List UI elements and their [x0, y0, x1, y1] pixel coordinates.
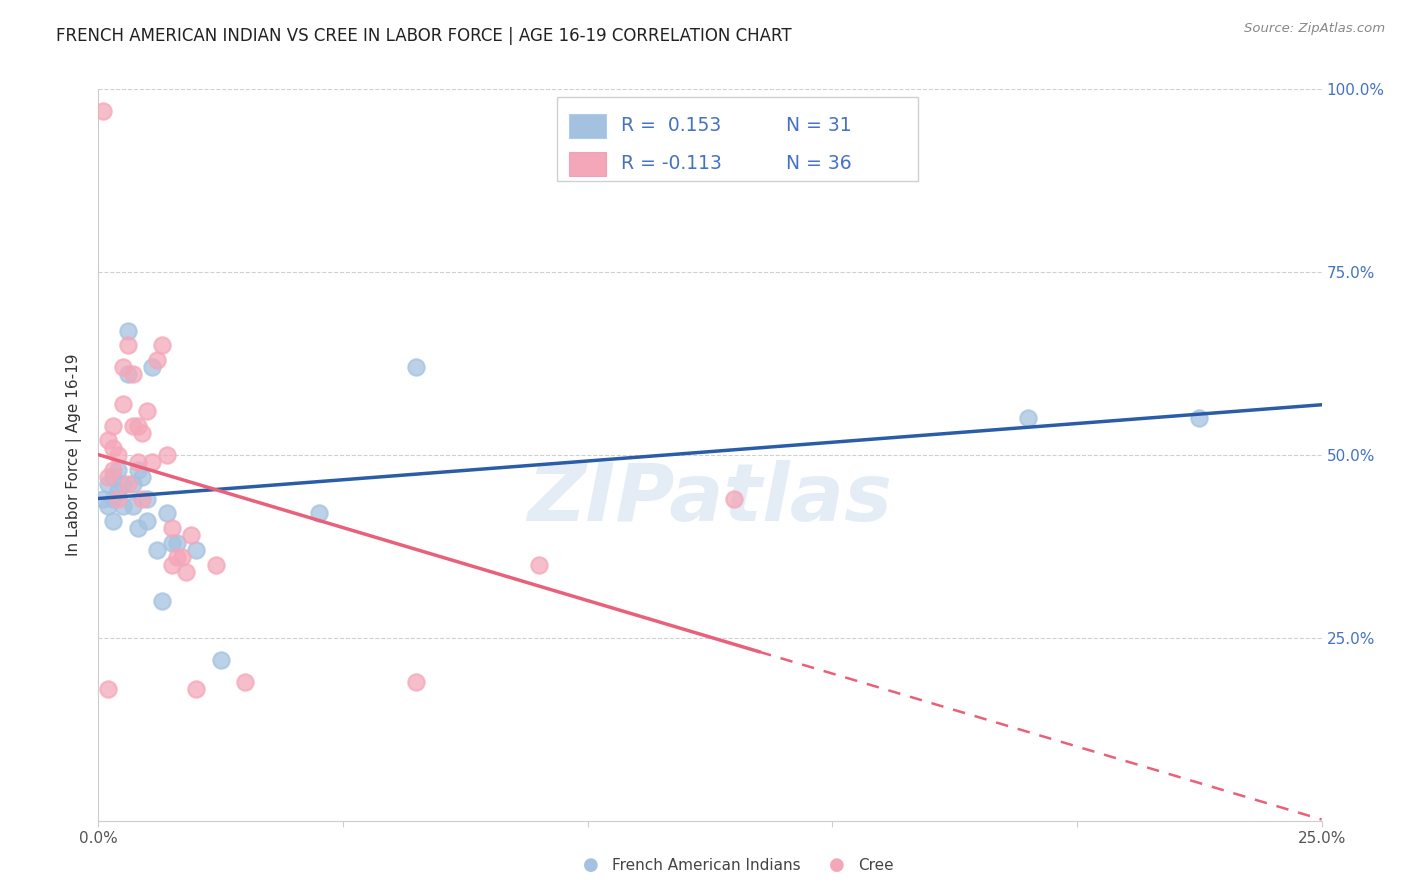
Point: [101, 418, 124, 433]
Point: [136, 404, 159, 418]
Point: [101, 441, 124, 455]
Text: Source: ZipAtlas.com: Source: ZipAtlas.com: [1244, 22, 1385, 36]
Point: [107, 484, 129, 499]
Text: R = -0.113: R = -0.113: [620, 154, 721, 173]
Point: [160, 535, 183, 549]
Point: [405, 360, 427, 375]
Point: [150, 594, 173, 608]
Point: [308, 507, 330, 521]
Point: [405, 674, 427, 689]
Point: [146, 352, 169, 367]
Point: [136, 491, 159, 506]
Point: [205, 558, 228, 572]
Point: [111, 397, 134, 411]
Point: [166, 535, 188, 549]
Point: [176, 565, 198, 579]
Text: ●: ●: [828, 856, 845, 874]
Point: [101, 462, 124, 476]
Point: [1017, 411, 1039, 425]
Point: [107, 462, 129, 476]
Point: [156, 448, 179, 462]
Text: ZIPatlas: ZIPatlas: [527, 459, 893, 538]
Point: [186, 681, 208, 696]
Point: [127, 521, 149, 535]
Point: [91, 104, 114, 119]
Point: [160, 558, 183, 572]
Point: [101, 514, 124, 528]
Point: [186, 543, 208, 558]
Point: [180, 528, 202, 542]
Point: [209, 653, 232, 667]
FancyBboxPatch shape: [569, 152, 606, 176]
Point: [121, 477, 143, 491]
Point: [131, 425, 153, 440]
Point: [170, 550, 193, 565]
Point: [97, 470, 120, 484]
Point: [111, 477, 134, 491]
Text: N = 36: N = 36: [786, 154, 852, 173]
Point: [117, 477, 139, 491]
Point: [97, 477, 120, 491]
Point: [141, 455, 163, 469]
Text: ●: ●: [582, 856, 599, 874]
Point: [111, 360, 134, 375]
Point: [121, 368, 143, 382]
Point: [111, 499, 134, 513]
Point: [101, 491, 124, 506]
Point: [107, 491, 129, 506]
Point: [527, 558, 550, 572]
Point: [150, 338, 173, 352]
Point: [160, 521, 183, 535]
Point: [121, 499, 143, 513]
Point: [127, 418, 149, 433]
Point: [166, 550, 188, 565]
FancyBboxPatch shape: [557, 96, 918, 180]
Point: [233, 674, 256, 689]
Point: [97, 499, 120, 513]
Point: [107, 448, 129, 462]
Point: [97, 434, 120, 448]
Point: [1188, 411, 1211, 425]
Point: [146, 543, 169, 558]
Point: [127, 455, 149, 469]
Point: [156, 507, 179, 521]
Point: [136, 514, 159, 528]
Point: [131, 491, 153, 506]
Point: [141, 360, 163, 375]
Point: [117, 338, 139, 352]
Text: French American Indians: French American Indians: [612, 858, 800, 872]
Point: [117, 368, 139, 382]
Point: [97, 681, 120, 696]
Y-axis label: In Labor Force | Age 16-19: In Labor Force | Age 16-19: [66, 353, 83, 557]
Text: Cree: Cree: [858, 858, 893, 872]
Point: [121, 418, 143, 433]
Point: [723, 491, 745, 506]
Point: [127, 462, 149, 476]
Point: [131, 470, 153, 484]
Text: N = 31: N = 31: [786, 117, 852, 136]
Point: [101, 470, 124, 484]
Text: FRENCH AMERICAN INDIAN VS CREE IN LABOR FORCE | AGE 16-19 CORRELATION CHART: FRENCH AMERICAN INDIAN VS CREE IN LABOR …: [56, 27, 792, 45]
FancyBboxPatch shape: [569, 114, 606, 137]
Point: [117, 324, 139, 338]
Text: R =  0.153: R = 0.153: [620, 117, 721, 136]
Point: [91, 491, 114, 506]
